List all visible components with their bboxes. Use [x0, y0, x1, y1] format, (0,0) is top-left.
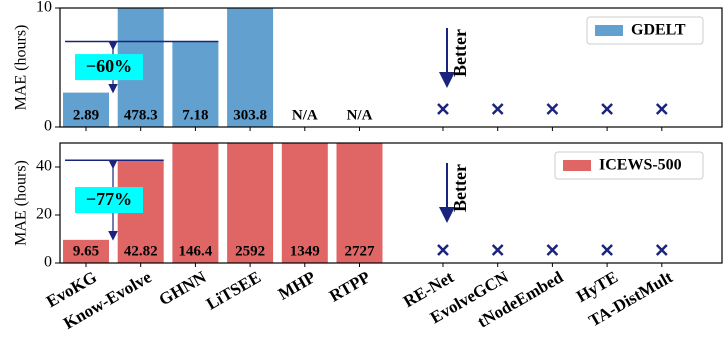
y-axis-label: MAE (hours)	[13, 160, 30, 246]
x-marker	[437, 103, 449, 115]
x-marker	[546, 103, 559, 115]
x-marker	[601, 103, 613, 115]
legend-box	[554, 151, 704, 180]
x-tick-label: MHP	[275, 267, 319, 303]
annotation: −77%	[86, 189, 132, 209]
value-label: N/A	[347, 107, 373, 123]
bar	[63, 239, 109, 263]
x-marker	[491, 103, 504, 115]
better-label: Better	[450, 164, 470, 212]
annotation-box	[75, 54, 143, 81]
legend-label: ICEWS-500	[599, 157, 682, 174]
bar	[281, 143, 328, 263]
bar	[172, 143, 219, 263]
x-marker	[546, 244, 559, 256]
value-label: 9.65	[73, 243, 99, 259]
x-marker	[437, 244, 449, 256]
x-marker	[655, 103, 668, 115]
axes-frame	[59, 142, 723, 264]
x-marker	[491, 244, 504, 256]
value-label: 2727	[345, 243, 376, 259]
annotation-box	[75, 187, 143, 214]
value-label: 7.18	[182, 107, 208, 123]
legend-label: GDELT	[631, 22, 686, 39]
better-label: Better	[450, 29, 470, 77]
annotation: −60%	[86, 56, 132, 76]
y-tick-label: 10	[36, 0, 52, 16]
value-label: 478.3	[124, 107, 158, 123]
x-tick-label: LiTSEE	[203, 267, 264, 313]
legend-swatch	[563, 160, 591, 171]
legend-swatch	[595, 25, 623, 36]
bar	[172, 41, 219, 127]
plot-area	[63, 143, 383, 263]
value-label: 2.89	[73, 107, 99, 123]
y-tick-label: 20	[36, 206, 52, 223]
legend-box	[586, 16, 704, 45]
y-axis-label: MAE (hours)	[13, 25, 30, 111]
x-marker	[601, 244, 613, 256]
x-tick-label: GHNN	[156, 267, 210, 309]
axes-frame	[59, 7, 723, 128]
value-label: 2592	[235, 243, 265, 259]
bar	[336, 143, 383, 263]
value-label: 42.82	[124, 243, 158, 259]
bar	[63, 92, 109, 127]
x-tick-label: RTPP	[326, 267, 373, 305]
y-tick-label: 0	[44, 254, 52, 271]
value-label: 303.8	[233, 107, 267, 123]
bar	[227, 143, 274, 263]
bar	[227, 8, 274, 127]
y-tick-label: 0	[44, 118, 52, 135]
x-marker	[655, 244, 668, 256]
y-tick-label: 40	[36, 158, 52, 175]
value-label: 146.4	[179, 243, 213, 259]
value-label: N/A	[292, 107, 318, 123]
value-label: 1349	[290, 243, 320, 259]
